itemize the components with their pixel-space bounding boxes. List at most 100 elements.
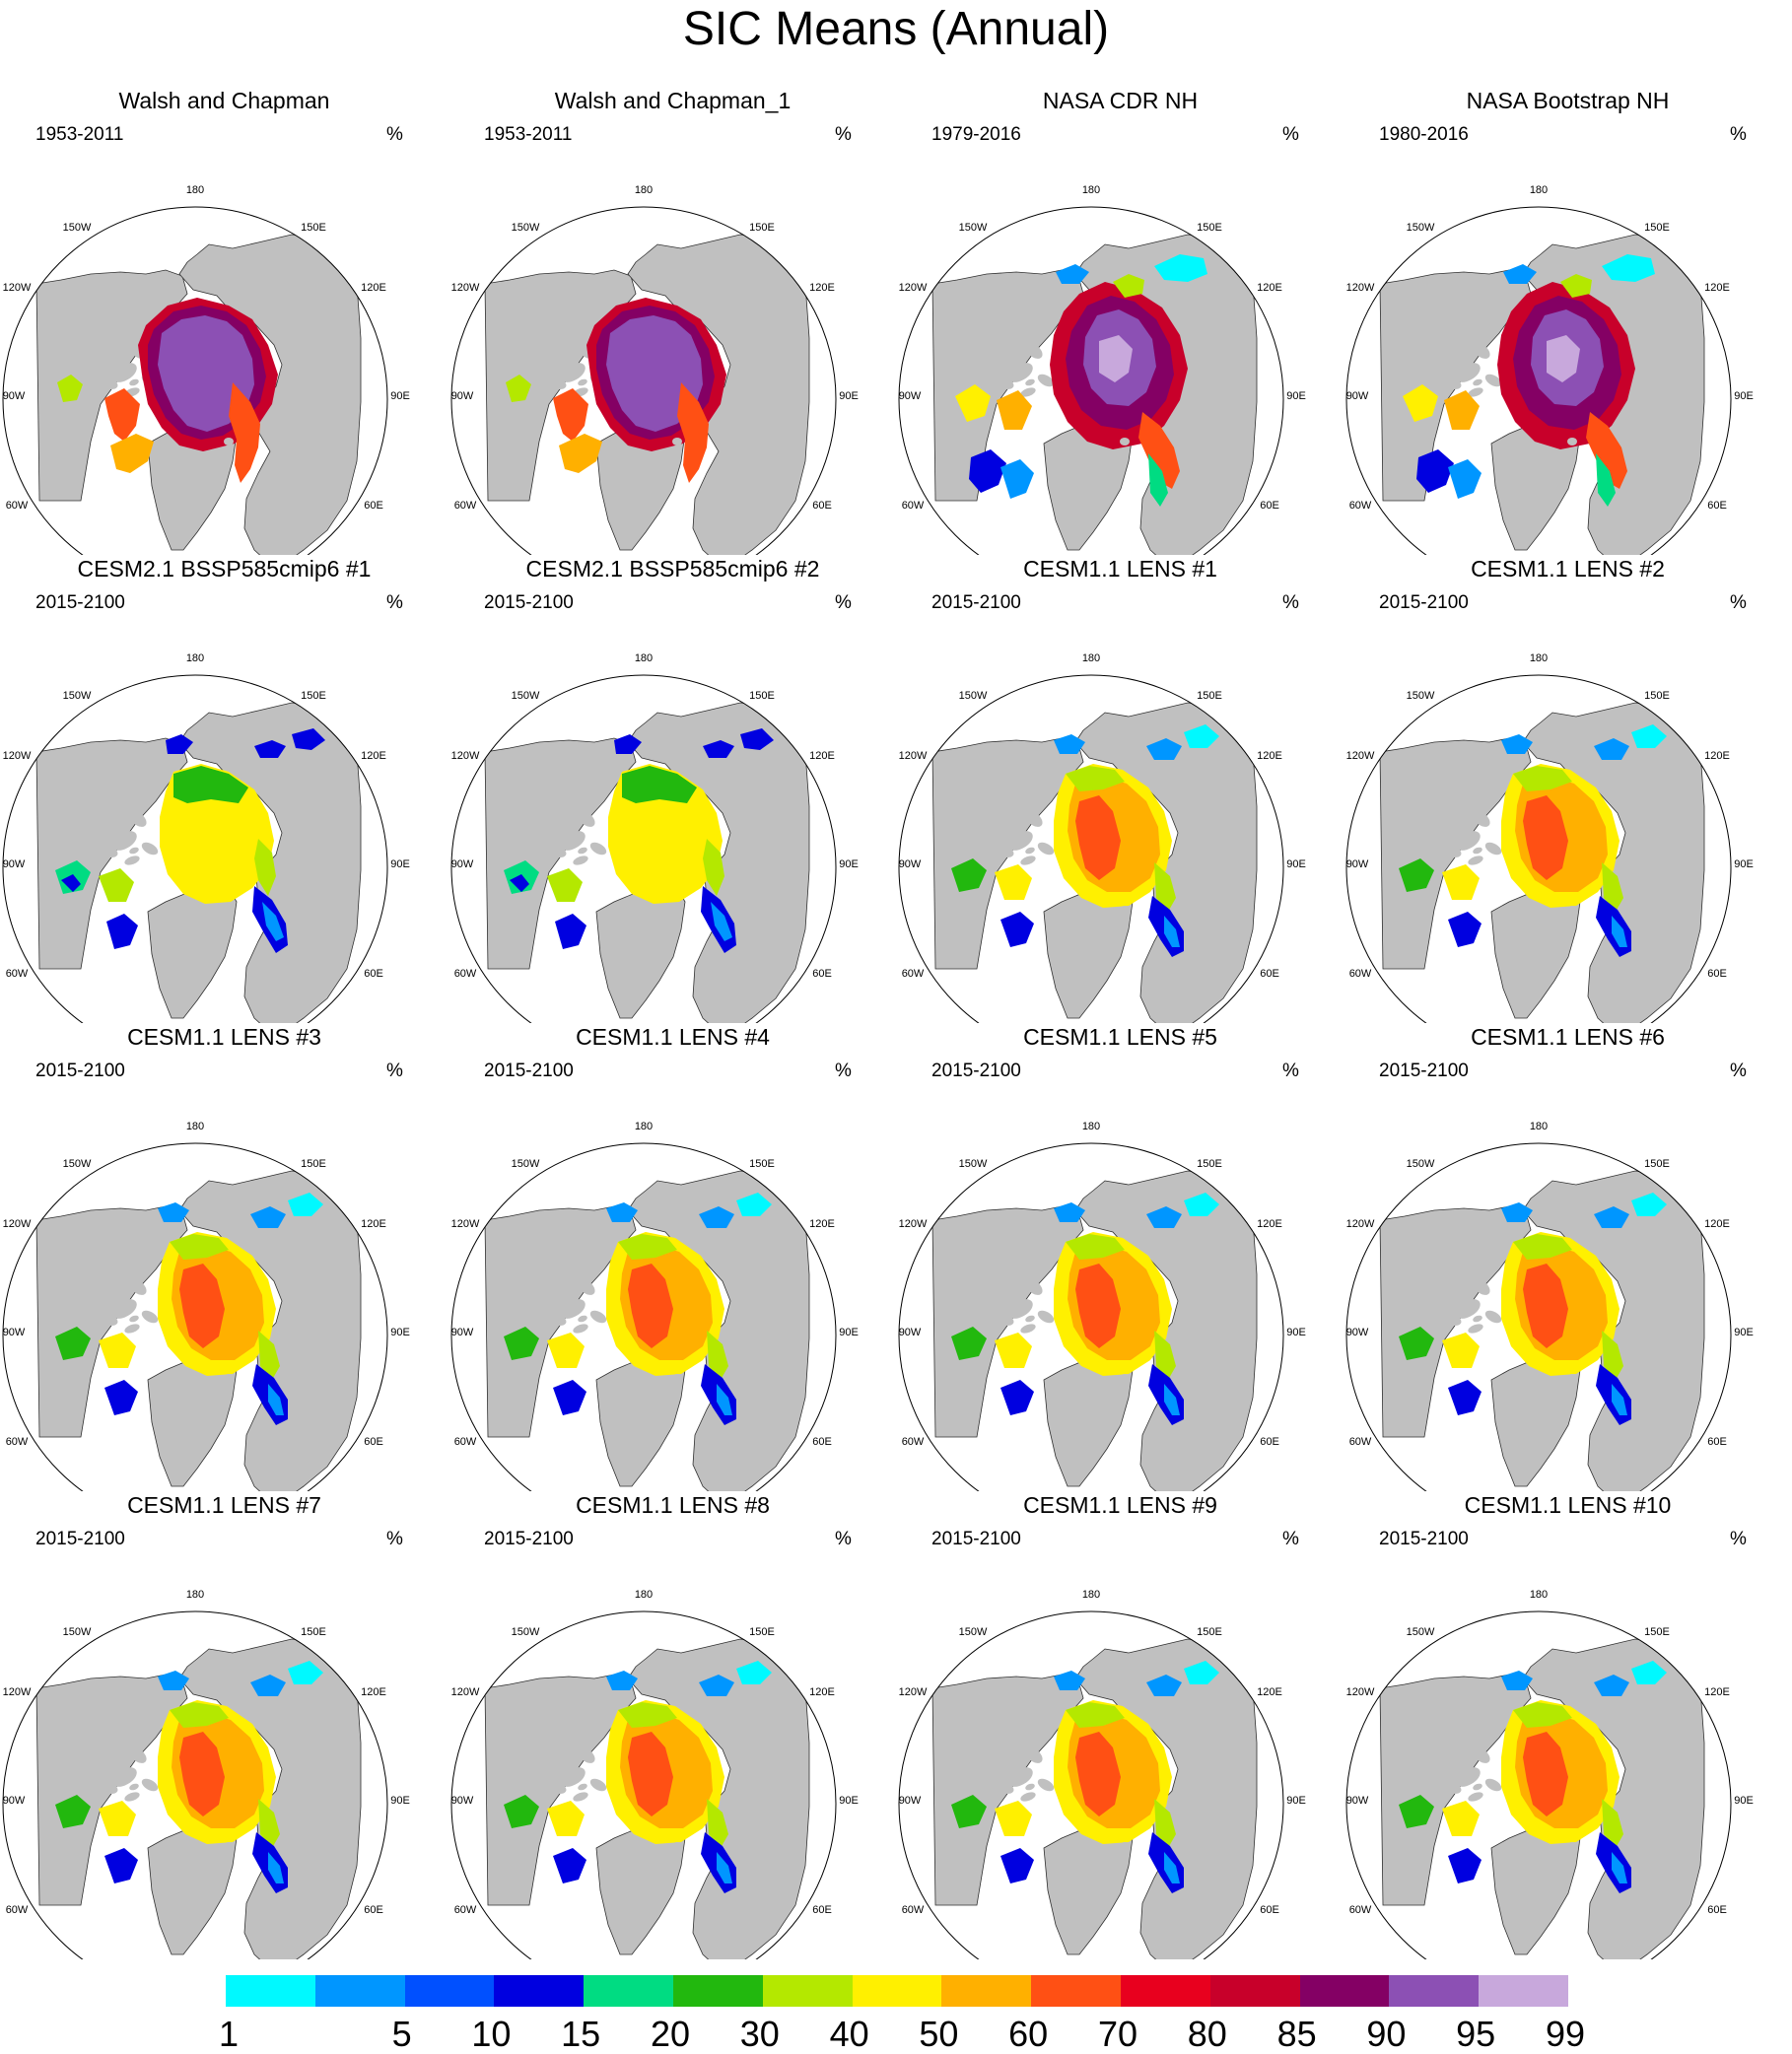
period-label: 1980-2016 (1379, 124, 1469, 145)
longitude-label: 60W (1349, 1904, 1372, 1916)
ice-region (699, 1675, 734, 1696)
ice-region (55, 1795, 91, 1828)
land-island (1006, 1773, 1018, 1781)
longitude-label: 90W (451, 390, 474, 402)
map-border (1345, 206, 1732, 555)
longitude-label: 150W (1407, 1626, 1435, 1638)
unit-label: % (386, 1061, 403, 1081)
panel-title: NASA Bootstrap NH (1466, 88, 1670, 113)
ice-region (699, 1206, 734, 1228)
land-island (560, 1299, 586, 1319)
land-island (991, 844, 1014, 857)
longitude-label: 150W (512, 1158, 540, 1170)
period-label: 2015-2100 (484, 1529, 574, 1549)
longitude-label: 90W (3, 390, 26, 402)
ice-region (179, 1264, 225, 1348)
ice-region (1399, 1795, 1434, 1828)
colorbar-swatch (673, 1975, 764, 2007)
ice-region (268, 1384, 284, 1415)
land-island (560, 363, 586, 382)
colorbar-label: 60 (1008, 2014, 1049, 2054)
unit-label: % (1282, 592, 1299, 613)
longitude-label: 60E (364, 1904, 383, 1916)
longitude-label: 60E (364, 968, 383, 980)
land-island (129, 811, 147, 827)
land-island (526, 847, 540, 855)
longitude-label: 60W (454, 1436, 477, 1448)
land-island (543, 376, 567, 389)
polar-map: 180150E120E90E60E30E030W60W90W120W150W (898, 652, 1306, 1023)
land-island (1007, 363, 1033, 382)
land-island (1020, 1792, 1036, 1802)
ice-region (1501, 734, 1533, 754)
colorbar-swatch (1209, 1975, 1301, 2007)
land-island (1452, 347, 1468, 359)
longitude-label: 150W (959, 1158, 988, 1170)
ice-region (606, 1671, 638, 1690)
ice-region (1075, 1264, 1121, 1348)
longitude-label: 150E (749, 1626, 775, 1638)
longitude-label: 150W (512, 690, 540, 702)
longitude-label: 120E (1704, 1686, 1730, 1698)
ice-region (1523, 1732, 1568, 1816)
ice-region (1631, 724, 1667, 748)
ice-region (559, 434, 602, 473)
ice-region (955, 384, 991, 422)
colorbar-swatch (1121, 1975, 1211, 2007)
ice-region (1154, 1799, 1176, 1848)
land-island (533, 1295, 553, 1307)
land-island (108, 347, 124, 359)
ice-region (104, 1848, 138, 1883)
longitude-label: 120W (899, 1218, 928, 1230)
land-island (1567, 1842, 1577, 1850)
land-island (129, 1279, 147, 1295)
ice-region (1154, 1331, 1176, 1380)
land-island (1007, 1299, 1033, 1319)
land-island (129, 378, 139, 386)
land-island (1484, 374, 1502, 387)
land-island (1473, 1315, 1482, 1323)
longitude-label: 60W (6, 968, 29, 980)
colorbar-label: 40 (829, 2014, 869, 2054)
colorbar: 1 5 10 15 20 30 40 50 60 70 80 85 90 95 99 (219, 1975, 1585, 2054)
land-island (1025, 1315, 1035, 1323)
ice-region (1099, 335, 1133, 382)
land-island (1473, 343, 1490, 359)
ice-region (547, 1333, 585, 1368)
period-label: 2015-2100 (484, 1061, 574, 1081)
longitude-label: 180 (1082, 652, 1100, 664)
map-border (898, 1610, 1284, 1959)
longitude-label: 90W (899, 1795, 922, 1807)
map-panel: Walsh and Chapman_1 1953-2011% 180 150E 120E… (448, 87, 897, 555)
land-island (1567, 906, 1577, 914)
land-island (991, 1780, 1014, 1794)
longitude-label: 120E (809, 1686, 835, 1698)
unit-label: % (386, 1529, 403, 1549)
land-island (1004, 1751, 1020, 1763)
polar-map: 180150E120E90E60E30E030W60W90W120W150W (1345, 1589, 1754, 1959)
longitude-label: 90W (451, 858, 474, 870)
ice-region (179, 1732, 225, 1816)
land-island (141, 1778, 159, 1792)
ice-region (1066, 1234, 1125, 1260)
land-island (129, 1315, 139, 1323)
land-island (110, 1773, 122, 1781)
panel-title: CESM1.1 LENS #10 (1464, 1492, 1672, 1518)
land-island (1454, 1305, 1466, 1313)
land-island (1004, 1283, 1020, 1295)
land-island (108, 1751, 124, 1763)
land-island (981, 827, 1000, 839)
land-island (1428, 1763, 1448, 1775)
land-island (141, 1310, 159, 1324)
land-island (981, 1763, 1000, 1775)
colorbar-label: 80 (1187, 2014, 1227, 2054)
land-island (1004, 815, 1020, 827)
period-label: 2015-2100 (1379, 1061, 1469, 1081)
ice-region (1146, 1206, 1182, 1228)
land-island (573, 856, 588, 865)
longitude-label: 120W (451, 282, 480, 294)
land-island (573, 1324, 588, 1334)
longitude-label: 90E (1734, 858, 1754, 870)
ice-region (1631, 1193, 1667, 1216)
land-island (85, 359, 104, 371)
